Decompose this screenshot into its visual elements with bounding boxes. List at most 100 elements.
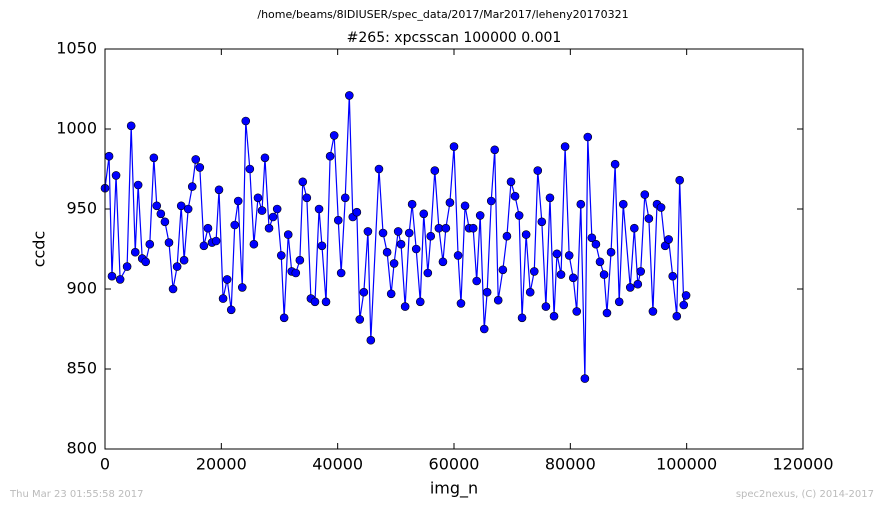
data-point — [396, 239, 406, 249]
x-tick-label: 80000 — [545, 455, 596, 474]
x-axis-label: img_n — [430, 479, 478, 499]
data-point — [310, 297, 320, 307]
data-point — [400, 302, 410, 311]
data-point — [587, 233, 597, 243]
data-point — [486, 196, 496, 206]
data-point — [321, 297, 331, 307]
data-point — [679, 300, 689, 310]
data-point — [529, 267, 539, 276]
data-point — [517, 313, 527, 323]
data-point — [241, 116, 251, 126]
data-point — [133, 180, 143, 190]
data-point — [668, 271, 678, 281]
data-point — [675, 175, 684, 185]
data-point — [599, 270, 609, 279]
data-point — [314, 204, 324, 214]
data-point — [211, 236, 221, 246]
y-tick-label: 1000 — [56, 119, 97, 138]
y-tick-label: 1050 — [56, 39, 97, 58]
data-point — [230, 220, 240, 230]
data-point — [156, 209, 166, 219]
timestamp: Thu Mar 23 01:55:58 2017 — [9, 489, 143, 500]
data-point — [583, 132, 593, 142]
data-point — [419, 209, 429, 219]
data-point — [366, 335, 376, 345]
data-point — [510, 191, 520, 201]
data-point — [279, 313, 289, 323]
data-point — [393, 227, 403, 236]
data-point — [249, 239, 259, 249]
data-point — [537, 217, 547, 227]
data-point — [344, 91, 354, 100]
data-point — [237, 283, 247, 292]
data-point — [423, 268, 433, 278]
data-point — [656, 203, 666, 212]
data-point — [115, 275, 125, 284]
suptitle: /home/beams/8IDIUSER/spec_data/2017/Mar2… — [257, 8, 628, 21]
data-point — [549, 311, 559, 321]
data-point — [606, 247, 616, 257]
data-point — [415, 297, 425, 307]
data-point — [218, 294, 228, 303]
data-point — [404, 228, 414, 238]
data-point — [525, 287, 535, 297]
data-point — [172, 262, 182, 271]
data-point — [633, 279, 643, 289]
data-point — [145, 239, 155, 249]
data-point — [426, 231, 436, 241]
data-point — [572, 307, 582, 316]
data-point — [276, 251, 286, 260]
data-point — [411, 244, 421, 254]
data-point — [359, 287, 369, 297]
data-point — [107, 271, 117, 281]
y-axis-label: ccdc — [30, 231, 49, 268]
data-point — [449, 142, 459, 151]
data-point — [340, 193, 350, 203]
data-point — [355, 315, 365, 324]
data-point — [268, 212, 278, 222]
x-tick-label: 0 — [100, 455, 110, 474]
x-tick-label: 120000 — [772, 455, 833, 474]
data-point — [104, 151, 114, 161]
data-point — [378, 228, 388, 238]
data-point — [374, 164, 384, 174]
data-point — [498, 265, 508, 275]
data-point — [441, 223, 451, 233]
data-point — [260, 153, 270, 163]
data-point — [533, 166, 543, 175]
data-point — [580, 374, 590, 383]
data-point — [352, 207, 362, 217]
data-point — [325, 151, 335, 161]
data-point — [506, 177, 516, 187]
data-point — [664, 235, 673, 244]
data-point — [183, 204, 193, 214]
data-point — [644, 214, 654, 223]
data-point — [456, 299, 466, 308]
data-point — [317, 241, 327, 251]
data-point — [152, 201, 162, 211]
data-point — [468, 223, 478, 233]
data-point — [591, 239, 601, 249]
data-point — [640, 190, 650, 199]
data-point — [460, 201, 470, 211]
y-tick-label: 800 — [66, 439, 97, 458]
data-point — [160, 217, 170, 227]
data-point — [295, 255, 305, 265]
data-point — [126, 121, 136, 131]
data-point — [389, 259, 399, 268]
data-point — [568, 273, 578, 283]
data-point — [283, 230, 293, 239]
data-point — [179, 255, 189, 265]
data-point — [521, 230, 531, 239]
data-point — [233, 196, 243, 206]
data-point — [272, 204, 282, 214]
data-point — [149, 153, 159, 163]
y-tick-label: 950 — [66, 199, 97, 218]
data-point — [407, 199, 417, 209]
data-point — [298, 177, 308, 187]
x-tick-label: 20000 — [196, 455, 247, 474]
credit: spec2nexus, (C) 2014-2017 — [736, 489, 874, 500]
data-point — [291, 268, 301, 278]
data-point — [556, 270, 566, 279]
